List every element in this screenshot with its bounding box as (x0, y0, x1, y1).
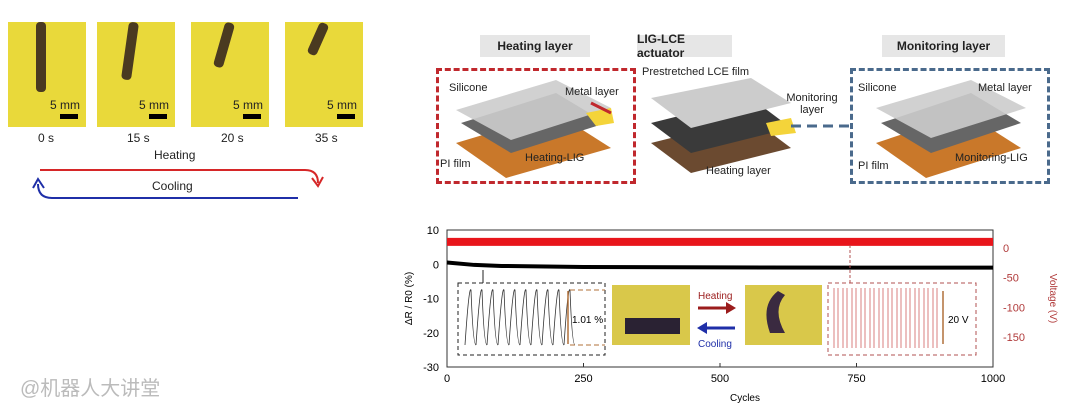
actuator-strip (121, 21, 139, 81)
y-tick-label: 10 (427, 225, 439, 237)
y2-tick-label: -50 (1003, 273, 1019, 285)
cycle-arrows (32, 169, 324, 199)
x-tick-label: 750 (847, 373, 865, 385)
scale-label: 5 mm (327, 98, 357, 112)
time-label: 35 s (315, 131, 338, 145)
monitoring-layer-title: Monitoring layer (882, 35, 1005, 57)
y-tick-label: -30 (423, 362, 439, 374)
label: Monitoring layer (786, 92, 838, 116)
flat-photo (612, 285, 690, 345)
actuator-photo: 5 mm (191, 21, 269, 127)
label: Silicone (858, 82, 897, 94)
label: Silicone (449, 82, 488, 94)
actuator-photo: 5 mm (97, 21, 175, 127)
resistance-amplitude: 1.01 % (572, 315, 603, 326)
voltage-amplitude: 20 V (948, 315, 969, 326)
watermark: @机器人大讲堂 (20, 378, 161, 400)
label: Metal layer (565, 86, 619, 98)
scale-bar (337, 114, 355, 119)
x-tick-label: 0 (444, 373, 450, 385)
monitoring-layer-box (850, 68, 1050, 184)
resistance-waveform (464, 289, 576, 346)
y-axis-label: ΔR / R0 (%) (404, 272, 415, 325)
heating-text: Heating (698, 291, 732, 302)
scale-label: 5 mm (50, 98, 80, 112)
y2-tick-label: 0 (1003, 243, 1009, 255)
heating-stack (456, 80, 614, 178)
layer-diagrams (456, 78, 1026, 178)
actuator-bent (766, 291, 785, 333)
x-tick-label: 250 (574, 373, 592, 385)
scale-bar (243, 114, 261, 119)
heating-layer-title: Heating layer (480, 35, 590, 57)
scale-label: 5 mm (139, 98, 169, 112)
cooling-text: Cooling (698, 339, 732, 350)
x-tick-label: 1000 (981, 373, 1005, 385)
x-axis-label: Cycles (730, 393, 760, 404)
actuator-strip (212, 21, 236, 69)
x-tick-label: 500 (711, 373, 729, 385)
heating-label: Heating (154, 148, 196, 162)
y-tick-label: -10 (423, 294, 439, 306)
time-label: 20 s (221, 131, 244, 145)
actuator-flat (625, 318, 680, 334)
resistance-line (446, 260, 993, 270)
actuator-strip (36, 22, 46, 92)
y-tick-label: -20 (423, 328, 439, 340)
label: Heating layer (706, 165, 771, 177)
actuator-title: LIG-LCE actuator (637, 32, 732, 60)
actuator-stack (651, 78, 796, 173)
voltage-waveform (833, 288, 938, 348)
scale-bar (149, 114, 167, 119)
heating-layer-box (436, 68, 636, 184)
heating-arrowhead (726, 302, 736, 314)
label: PI film (858, 160, 889, 172)
monitoring-stack (876, 80, 1026, 178)
y2-tick-label: -100 (1003, 302, 1025, 314)
scale-label: 5 mm (233, 98, 263, 112)
actuator-photo: 5 mm (8, 22, 86, 127)
actuator-photo: 5 mm (285, 21, 363, 127)
label: Heating-LIG (525, 152, 585, 164)
y2-tick-label: -150 (1003, 332, 1025, 344)
time-label: 15 s (127, 131, 150, 145)
y2-axis-label: Voltage (V) (1047, 274, 1058, 323)
y-tick-label: 0 (433, 259, 439, 271)
bent-photo (745, 285, 822, 345)
time-label: 0 s (38, 131, 55, 145)
cycle-chart: 0 250 500 750 1000 10 0 -10 -20 -30 0 -50 -100 -150 Cy… (404, 225, 1058, 404)
label: PI film (440, 158, 471, 170)
actuator-strip (306, 21, 330, 57)
cooling-label: Cooling (152, 179, 193, 193)
label: Monitoring-LIG (955, 152, 1028, 164)
label: Metal layer (978, 82, 1032, 94)
cooling-arrowhead (697, 322, 707, 334)
label: Prestretched LCE film (642, 66, 749, 78)
voltage-inset (827, 282, 977, 356)
scale-bar (60, 114, 78, 119)
